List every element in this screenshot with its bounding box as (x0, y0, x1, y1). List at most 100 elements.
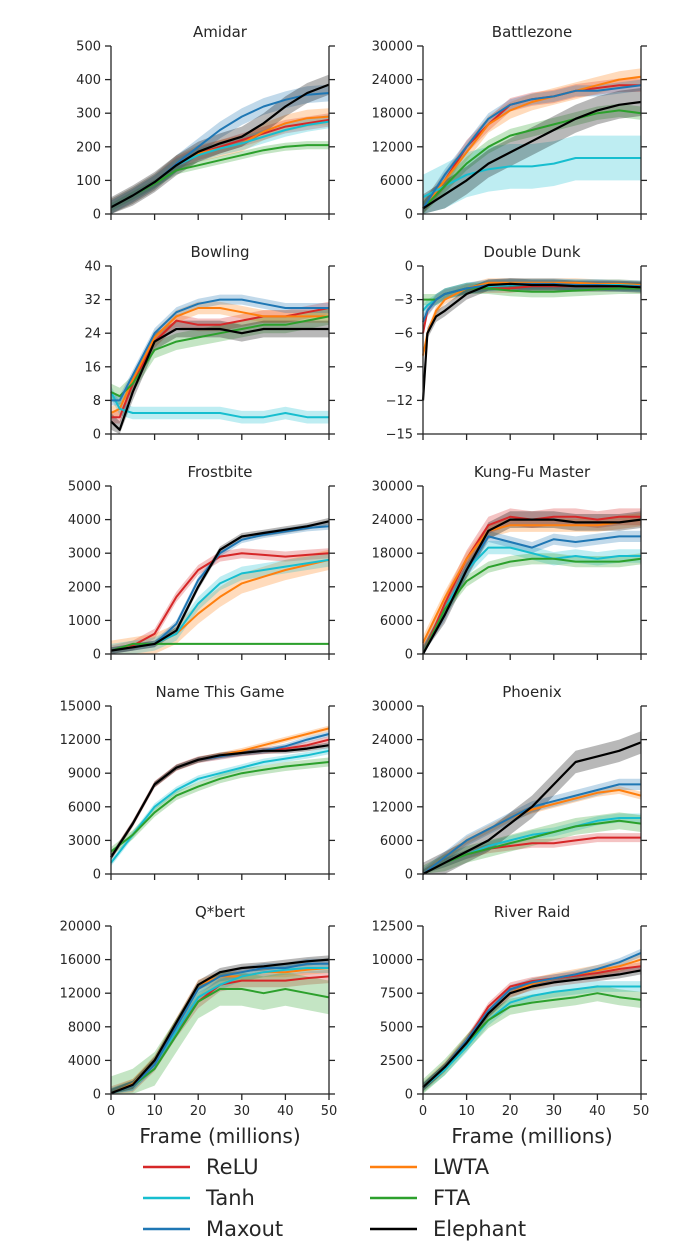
line-frostbite-relu (110, 552, 330, 652)
band-amidar-tanh (111, 114, 329, 214)
panel-title-river-raid: River Raid (494, 903, 571, 921)
band-kung-fu-master-fta (423, 553, 641, 654)
legend-label-relu: ReLU (206, 1155, 259, 1179)
line-river-raid-elephant (422, 969, 642, 1089)
y-tick-label-q-bert: 12000 (60, 987, 101, 1002)
line-frostbite-fta (110, 642, 329, 652)
legend-label-elephant: Elephant (433, 1217, 526, 1241)
y-tick-label-name-this-game: 12000 (60, 733, 101, 748)
band-q-bert-relu (111, 969, 329, 1094)
panel-amidar: Amidar 0 100 200 300 400 500 (76, 23, 335, 223)
y-tick-label-q-bert: 0 (93, 1088, 101, 1103)
band-bowling-elephant (111, 320, 329, 434)
x-tick-label-q-bert: 30 (234, 1104, 251, 1119)
x-tick-label-river-raid: 50 (633, 1104, 650, 1119)
y-tick-label-double-dunk: 0 (405, 260, 413, 275)
line-bowling-tanh (110, 391, 329, 419)
band-q-bert-fta (111, 972, 329, 1094)
y-tick-label-phoenix: 12000 (372, 800, 413, 815)
y-tick-label-battlezone: 24000 (372, 73, 413, 88)
panel-kung-fu-master: Kung-Fu Master 0 6000 12000 18000 24000 30000 (372, 463, 647, 663)
line-battlezone-maxout (422, 84, 642, 209)
y-tick-label-amidar: 100 (76, 174, 101, 189)
y-tick-label-bowling: 0 (93, 428, 101, 443)
y-tick-label-q-bert: 8000 (68, 1020, 101, 1035)
y-tick-label-double-dunk: −15 (386, 428, 413, 443)
band-phoenix-elephant (423, 731, 641, 874)
panel-phoenix: Phoenix 0 6000 12000 18000 24000 30000 (372, 683, 647, 883)
band-frostbite-lwta (111, 549, 329, 654)
y-tick-label-name-this-game: 0 (93, 868, 101, 883)
panel-title-phoenix: Phoenix (502, 683, 562, 701)
panel-battlezone: Battlezone 0 6000 12000 18000 24000 30000 (372, 23, 647, 223)
panel-title-frostbite: Frostbite (187, 463, 252, 481)
line-name-this-game-tanh (110, 749, 330, 864)
x-tick-label-q-bert: 50 (321, 1104, 338, 1119)
y-tick-label-bowling: 40 (84, 260, 101, 275)
line-q-bert-elephant (110, 958, 330, 1095)
line-name-this-game-fta (110, 761, 330, 853)
y-tick-label-phoenix: 0 (405, 868, 413, 883)
line-river-raid-maxout (422, 951, 642, 1089)
y-tick-label-battlezone: 6000 (380, 174, 413, 189)
y-tick-label-battlezone: 12000 (372, 140, 413, 155)
band-amidar-maxout (111, 84, 329, 214)
x-tick-label-river-raid: 40 (589, 1104, 606, 1119)
line-kung-fu-master-lwta (422, 518, 642, 644)
y-tick-label-kung-fu-master: 18000 (372, 547, 413, 562)
y-tick-label-name-this-game: 9000 (68, 767, 101, 782)
line-q-bert-maxout (110, 962, 329, 1095)
line-bowling-elephant (110, 327, 329, 431)
panel-title-kung-fu-master: Kung-Fu Master (474, 463, 591, 481)
line-kung-fu-master-elephant (422, 518, 642, 655)
y-tick-label-amidar: 300 (76, 107, 101, 122)
y-tick-label-phoenix: 18000 (372, 767, 413, 782)
y-tick-label-phoenix: 30000 (372, 700, 413, 715)
line-bowling-maxout (111, 298, 329, 402)
legend-label-fta: FTA (433, 1186, 471, 1210)
y-tick-label-frostbite: 2000 (68, 580, 101, 595)
x-tick-label-q-bert: 10 (146, 1104, 163, 1119)
y-tick-label-river-raid: 10000 (372, 953, 413, 968)
line-double-dunk-elephant (421, 282, 642, 401)
band-q-bert-lwta (111, 963, 329, 1094)
y-tick-label-river-raid: 0 (405, 1088, 413, 1103)
y-tick-label-amidar: 200 (76, 140, 101, 155)
y-tick-label-kung-fu-master: 24000 (372, 513, 413, 528)
y-tick-label-double-dunk: −9 (394, 360, 413, 375)
x-tick-label-river-raid: 10 (458, 1104, 475, 1119)
y-tick-label-q-bert: 20000 (60, 920, 101, 935)
x-tick-label-q-bert: 0 (107, 1104, 115, 1119)
y-tick-label-name-this-game: 3000 (68, 834, 101, 849)
line-river-raid-tanh (422, 985, 641, 1089)
panel-title-bowling: Bowling (190, 243, 249, 261)
y-tick-label-frostbite: 4000 (68, 513, 101, 528)
y-tick-label-amidar: 400 (76, 73, 101, 88)
y-tick-label-battlezone: 0 (405, 208, 413, 223)
band-battlezone-fta (423, 103, 641, 214)
legend-label-tanh: Tanh (205, 1186, 255, 1210)
x-tick-label-river-raid: 30 (546, 1104, 563, 1119)
band-double-dunk-elephant (423, 278, 641, 406)
band-river-raid-fta (423, 985, 641, 1094)
line-q-bert-fta (110, 988, 330, 1095)
band-kung-fu-master-tanh (423, 540, 641, 654)
y-tick-label-kung-fu-master: 12000 (372, 580, 413, 595)
y-tick-label-phoenix: 6000 (380, 834, 413, 849)
band-phoenix-tanh (423, 813, 641, 874)
line-name-this-game-elephant (110, 744, 330, 858)
line-battlezone-lwta (422, 75, 642, 210)
x-tick-label-river-raid: 0 (419, 1104, 427, 1119)
band-name-this-game-fta (111, 757, 329, 857)
y-tick-label-river-raid: 12500 (372, 920, 413, 935)
line-bowling-lwta (110, 307, 329, 414)
line-battlezone-tanh (422, 157, 641, 199)
subplot-grid: Amidar0100200300400500Battlezone06000120… (60, 23, 650, 1119)
panel-q-bert: Q*bert 0 4000 8000 12000 16000 20000 0 10 20 30 40 5… (60, 903, 338, 1119)
y-tick-label-bowling: 32 (84, 293, 101, 308)
y-tick-label-kung-fu-master: 30000 (372, 480, 413, 495)
band-kung-fu-master-lwta (423, 512, 641, 650)
x-axis-label-right: Frame (millions) (451, 1124, 612, 1148)
y-tick-label-battlezone: 30000 (372, 40, 413, 55)
